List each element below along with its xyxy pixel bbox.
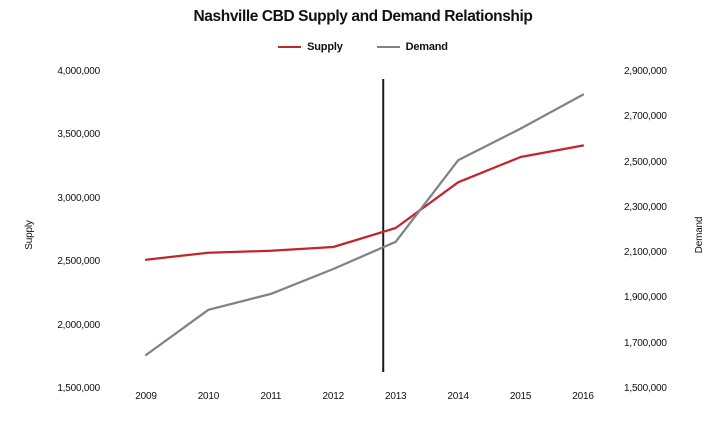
- x-axis-tick-label: 2013: [384, 391, 407, 402]
- demand-line-swatch: [376, 46, 400, 48]
- right-axis-tick-label: 1,900,000: [624, 292, 667, 304]
- chart-legend: Supply Demand: [0, 41, 726, 53]
- x-axis-tick-label: 2015: [509, 391, 532, 402]
- left-axis-tick-label: 3,000,000: [57, 192, 100, 204]
- chart-title: Nashville CBD Supply and Demand Relation…: [193, 8, 533, 25]
- right-axis-tick-label: 2,100,000: [624, 247, 667, 259]
- left-axis-tick-label: 2,500,000: [57, 256, 100, 268]
- x-axis-tick-label: 2012: [322, 391, 345, 402]
- legend-label-supply: Supply: [307, 41, 343, 53]
- right-axis-tick-label: 2,300,000: [624, 201, 667, 213]
- x-axis-tick-label: 2011: [260, 391, 282, 402]
- right-axis-tick-label: 2,500,000: [624, 156, 667, 168]
- right-axis-tick-label: 1,500,000: [624, 383, 667, 394]
- supply-line: [144, 144, 585, 261]
- x-axis-tick-label: 2010: [197, 391, 220, 402]
- left-axis-tick-label: 4,000,000: [57, 66, 100, 77]
- left-axis-title: Supply: [23, 220, 35, 250]
- legend-item-supply: Supply: [278, 41, 343, 53]
- right-axis-tick-label: 2,900,000: [624, 66, 667, 77]
- supply-line-swatch: [278, 46, 302, 48]
- legend-item-demand: Demand: [376, 41, 448, 53]
- right-axis-tick-label: 2,700,000: [624, 111, 667, 123]
- x-axis-tick-label: 2016: [572, 391, 594, 402]
- legend-label-demand: Demand: [405, 41, 448, 53]
- left-axis-tick-label: 3,500,000: [57, 129, 100, 141]
- left-axis-tick-label: 1,500,000: [57, 383, 100, 394]
- left-axis-tick-label: 2,000,000: [57, 319, 100, 331]
- x-axis-tick-label: 2009: [135, 391, 157, 402]
- x-axis-tick-label: 2014: [447, 391, 469, 402]
- demand-line: [144, 93, 585, 357]
- right-axis-tick-label: 1,700,000: [624, 337, 667, 349]
